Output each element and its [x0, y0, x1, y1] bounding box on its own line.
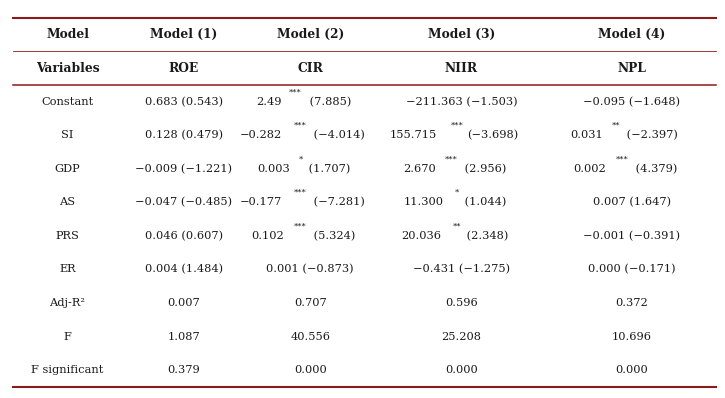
- Text: 0.003: 0.003: [257, 164, 290, 174]
- Text: (−7.281): (−7.281): [310, 197, 365, 207]
- Text: Adj-R²: Adj-R²: [49, 298, 86, 308]
- Text: NPL: NPL: [618, 62, 647, 75]
- Text: *: *: [455, 189, 460, 197]
- Text: −0.282: −0.282: [239, 130, 281, 140]
- Text: 0.000 (−0.171): 0.000 (−0.171): [588, 264, 676, 275]
- Text: 0.000: 0.000: [294, 365, 326, 375]
- Text: 0.007 (1.647): 0.007 (1.647): [593, 197, 671, 207]
- Text: ***: ***: [294, 122, 307, 130]
- Text: Model (3): Model (3): [428, 28, 495, 41]
- Text: 0.000: 0.000: [445, 365, 478, 375]
- Text: (5.324): (5.324): [310, 231, 356, 241]
- Text: **: **: [452, 222, 461, 230]
- Text: (4.379): (4.379): [632, 164, 677, 174]
- Text: (−3.698): (−3.698): [467, 130, 518, 140]
- Text: Model: Model: [46, 28, 89, 41]
- Text: AS: AS: [59, 197, 75, 207]
- Text: ***: ***: [294, 222, 307, 230]
- Text: Variables: Variables: [36, 62, 99, 75]
- Text: (−4.014): (−4.014): [310, 130, 365, 140]
- Text: (2.956): (2.956): [461, 164, 507, 174]
- Text: 0.102: 0.102: [252, 231, 284, 241]
- Text: ROE: ROE: [168, 62, 199, 75]
- Text: −0.047 (−0.485): −0.047 (−0.485): [135, 197, 232, 207]
- Text: F significant: F significant: [31, 365, 104, 375]
- Text: Model (2): Model (2): [276, 28, 344, 41]
- Text: 0.031: 0.031: [570, 130, 602, 140]
- Text: NIIR: NIIR: [445, 62, 478, 75]
- Text: 0.379: 0.379: [167, 365, 200, 375]
- Text: **: **: [612, 122, 621, 130]
- Text: 0.004 (1.484): 0.004 (1.484): [144, 264, 223, 275]
- Text: ***: ***: [445, 156, 457, 164]
- Text: 0.007: 0.007: [167, 298, 200, 308]
- Text: ER: ER: [59, 264, 76, 275]
- Text: CIR: CIR: [297, 62, 323, 75]
- Text: 0.707: 0.707: [294, 298, 326, 308]
- Text: (−2.397): (−2.397): [623, 130, 678, 140]
- Text: −0.001 (−0.391): −0.001 (−0.391): [584, 231, 681, 241]
- Text: (1.707): (1.707): [304, 164, 350, 174]
- Text: 11.300: 11.300: [404, 197, 444, 207]
- Text: −0.009 (−1.221): −0.009 (−1.221): [135, 164, 232, 174]
- Text: Constant: Constant: [41, 97, 94, 107]
- Text: (7.885): (7.885): [305, 97, 351, 107]
- Text: Model (4): Model (4): [598, 28, 666, 41]
- Text: 1.087: 1.087: [167, 332, 200, 341]
- Text: F: F: [64, 332, 72, 341]
- Text: ***: ***: [289, 88, 302, 96]
- Text: 0.596: 0.596: [445, 298, 478, 308]
- Text: SI: SI: [62, 130, 74, 140]
- Text: 0.683 (0.543): 0.683 (0.543): [144, 97, 223, 107]
- Text: 155.715: 155.715: [389, 130, 437, 140]
- Text: −0.431 (−1.275): −0.431 (−1.275): [413, 264, 510, 275]
- Text: 40.556: 40.556: [290, 332, 330, 341]
- Text: 2.670: 2.670: [403, 164, 436, 174]
- Text: (1.044): (1.044): [460, 197, 506, 207]
- Text: PRS: PRS: [56, 231, 80, 241]
- Text: ***: ***: [616, 156, 629, 164]
- Text: 0.002: 0.002: [573, 164, 606, 174]
- Text: −0.177: −0.177: [239, 197, 281, 207]
- Text: 2.49: 2.49: [256, 97, 282, 107]
- Text: *: *: [299, 156, 304, 164]
- Text: −0.095 (−1.648): −0.095 (−1.648): [584, 97, 681, 107]
- Text: GDP: GDP: [55, 164, 80, 174]
- Text: 25.208: 25.208: [442, 332, 481, 341]
- Text: 0.128 (0.479): 0.128 (0.479): [144, 130, 223, 140]
- Text: 10.696: 10.696: [612, 332, 652, 341]
- Text: 0.372: 0.372: [616, 298, 648, 308]
- Text: 0.046 (0.607): 0.046 (0.607): [144, 231, 223, 241]
- Text: ***: ***: [450, 122, 463, 130]
- Text: (2.348): (2.348): [463, 231, 509, 241]
- Text: ***: ***: [294, 189, 307, 197]
- Text: 0.001 (−0.873): 0.001 (−0.873): [266, 264, 354, 275]
- Text: 0.000: 0.000: [616, 365, 648, 375]
- Text: Model (1): Model (1): [150, 28, 218, 41]
- Text: 20.036: 20.036: [401, 231, 441, 241]
- Text: −211.363 (−1.503): −211.363 (−1.503): [405, 97, 517, 107]
